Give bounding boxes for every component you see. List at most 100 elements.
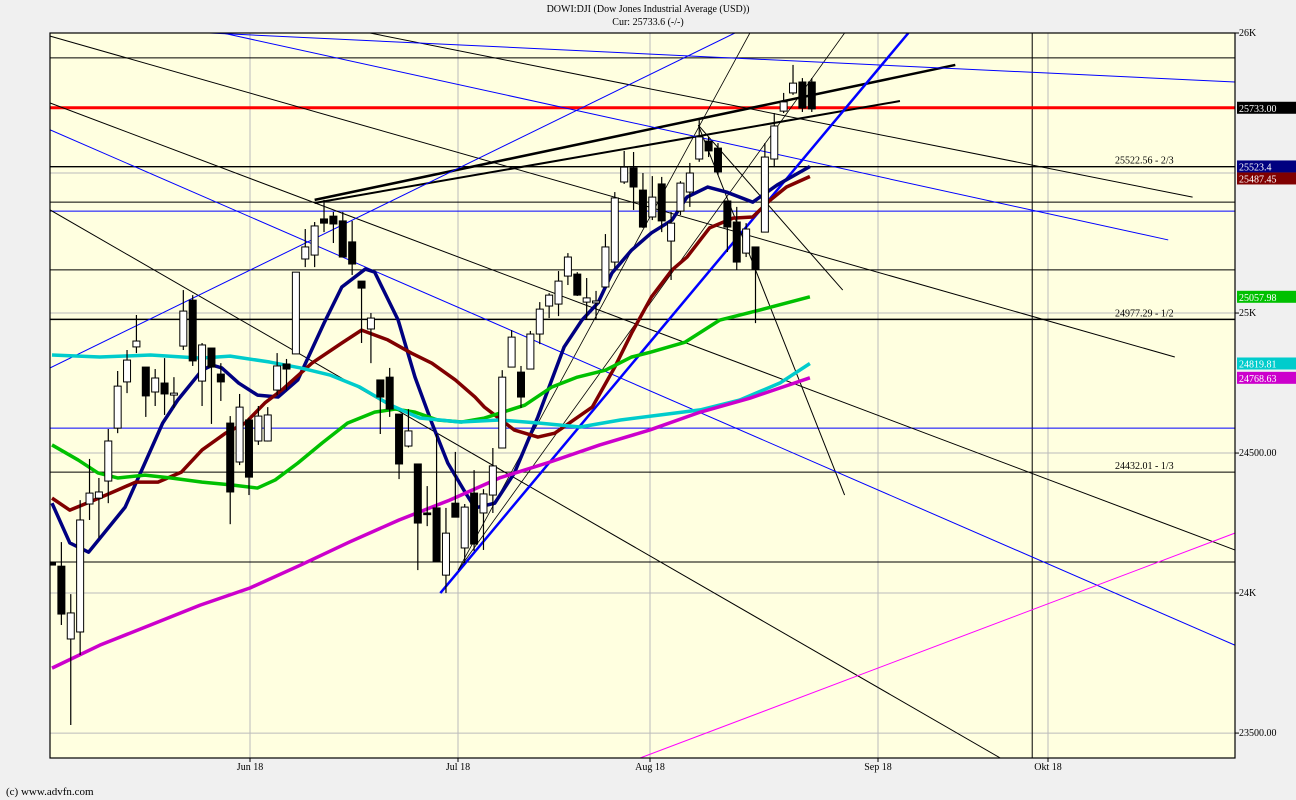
candle-down bbox=[338, 220, 347, 258]
candle-up bbox=[301, 246, 310, 260]
trend-line bbox=[50, 129, 1235, 646]
candle-down bbox=[413, 463, 422, 524]
candle-down bbox=[638, 189, 647, 228]
candle-down bbox=[732, 221, 741, 263]
price-label-box bbox=[1237, 172, 1296, 185]
price-label-box bbox=[1237, 101, 1296, 114]
moving-average-line bbox=[51, 376, 811, 670]
candle-up bbox=[620, 166, 629, 183]
trend-line bbox=[457, 33, 751, 571]
candle-down bbox=[329, 215, 338, 225]
candle-down bbox=[470, 492, 479, 545]
candle-up bbox=[526, 333, 535, 370]
x-tick-label: Aug 18 bbox=[635, 762, 665, 773]
plot-layer bbox=[50, 33, 1235, 758]
candle-up bbox=[488, 465, 497, 496]
y-tick-label: 24500.00 bbox=[1239, 448, 1277, 459]
copyright: (c) www.advfn.com bbox=[6, 786, 94, 798]
price-label: 25487.45 bbox=[1239, 174, 1277, 185]
trend-line bbox=[369, 33, 1193, 198]
candle-up bbox=[198, 344, 207, 382]
candle-up bbox=[85, 492, 94, 505]
candle-up bbox=[601, 246, 610, 288]
price-label: 25523.4 bbox=[1239, 162, 1272, 173]
candle-up bbox=[479, 493, 488, 514]
candle-up bbox=[498, 376, 507, 449]
candle-down bbox=[807, 81, 816, 110]
candle-down bbox=[50, 561, 56, 566]
plot-border bbox=[49, 32, 1236, 759]
trend-line bbox=[50, 33, 736, 369]
candle-up bbox=[554, 280, 563, 305]
candle-up bbox=[676, 182, 685, 212]
price-label: 25057.98 bbox=[1239, 293, 1277, 304]
candle-up bbox=[113, 385, 122, 429]
candle-down bbox=[798, 81, 807, 109]
candle-down bbox=[207, 347, 216, 368]
y-tick-label: 23500.00 bbox=[1239, 728, 1277, 739]
x-tick-label: Jun 18 bbox=[237, 762, 263, 773]
candle-up bbox=[132, 340, 141, 348]
trend-line bbox=[314, 100, 901, 204]
candle-down bbox=[320, 218, 329, 224]
candle-down bbox=[629, 167, 638, 188]
level-label: 25522.56 - 2/3 bbox=[1115, 156, 1174, 167]
candle-up bbox=[507, 336, 516, 368]
candle-down bbox=[751, 246, 760, 270]
candle-up bbox=[695, 136, 704, 160]
candle-up bbox=[169, 392, 178, 396]
y-tick-label: 25K bbox=[1239, 308, 1257, 319]
candle-down bbox=[573, 273, 582, 296]
candle-up bbox=[235, 406, 244, 463]
candle-up bbox=[404, 430, 413, 447]
candle-down bbox=[226, 422, 235, 493]
candle-up bbox=[263, 414, 272, 442]
candle-down bbox=[395, 413, 404, 465]
trend-line bbox=[439, 33, 910, 594]
price-label-box bbox=[1237, 160, 1296, 173]
candle-up bbox=[592, 300, 601, 304]
candle-down bbox=[216, 373, 225, 383]
trend-line bbox=[50, 102, 1235, 551]
candle-down bbox=[713, 147, 722, 173]
candle-up bbox=[610, 197, 619, 263]
candle-up bbox=[779, 101, 788, 112]
candle-down bbox=[57, 565, 66, 615]
candle-down bbox=[376, 379, 385, 398]
candle-down bbox=[348, 241, 357, 265]
candle-down bbox=[188, 299, 197, 362]
trend-line bbox=[209, 33, 1235, 83]
trend-line bbox=[697, 124, 844, 291]
x-tick-label: Sep 18 bbox=[864, 762, 892, 773]
trend-line bbox=[50, 209, 1001, 758]
candle-down bbox=[282, 363, 291, 370]
trend-line bbox=[50, 35, 1175, 358]
candle-up bbox=[123, 359, 132, 383]
price-label-box bbox=[1237, 290, 1296, 303]
candle-up bbox=[563, 256, 572, 277]
level-label: 24432.01 - 1/3 bbox=[1115, 461, 1174, 472]
candle-up bbox=[179, 310, 188, 347]
candle-up bbox=[545, 294, 554, 307]
moving-average-line bbox=[51, 174, 811, 512]
candle-up bbox=[273, 365, 282, 391]
candle-down bbox=[723, 200, 732, 228]
candle-up bbox=[535, 308, 544, 335]
candle-up bbox=[789, 82, 798, 94]
candle-up bbox=[104, 440, 113, 482]
candle-up bbox=[254, 415, 263, 442]
candle-up bbox=[582, 297, 591, 303]
price-label: 24819.81 bbox=[1239, 359, 1277, 370]
candle-down bbox=[657, 183, 666, 222]
y-tick-label: 26K bbox=[1239, 28, 1257, 39]
price-label: 24768.63 bbox=[1239, 374, 1277, 385]
level-label: 24977.29 - 1/2 bbox=[1115, 308, 1174, 319]
trend-line bbox=[457, 33, 845, 571]
candle-up bbox=[76, 519, 85, 633]
candle-down bbox=[141, 366, 150, 397]
plot-background bbox=[50, 33, 1235, 758]
x-tick-label: Okt 18 bbox=[1034, 762, 1062, 773]
candle-down bbox=[160, 382, 169, 395]
candle-up bbox=[310, 225, 319, 256]
